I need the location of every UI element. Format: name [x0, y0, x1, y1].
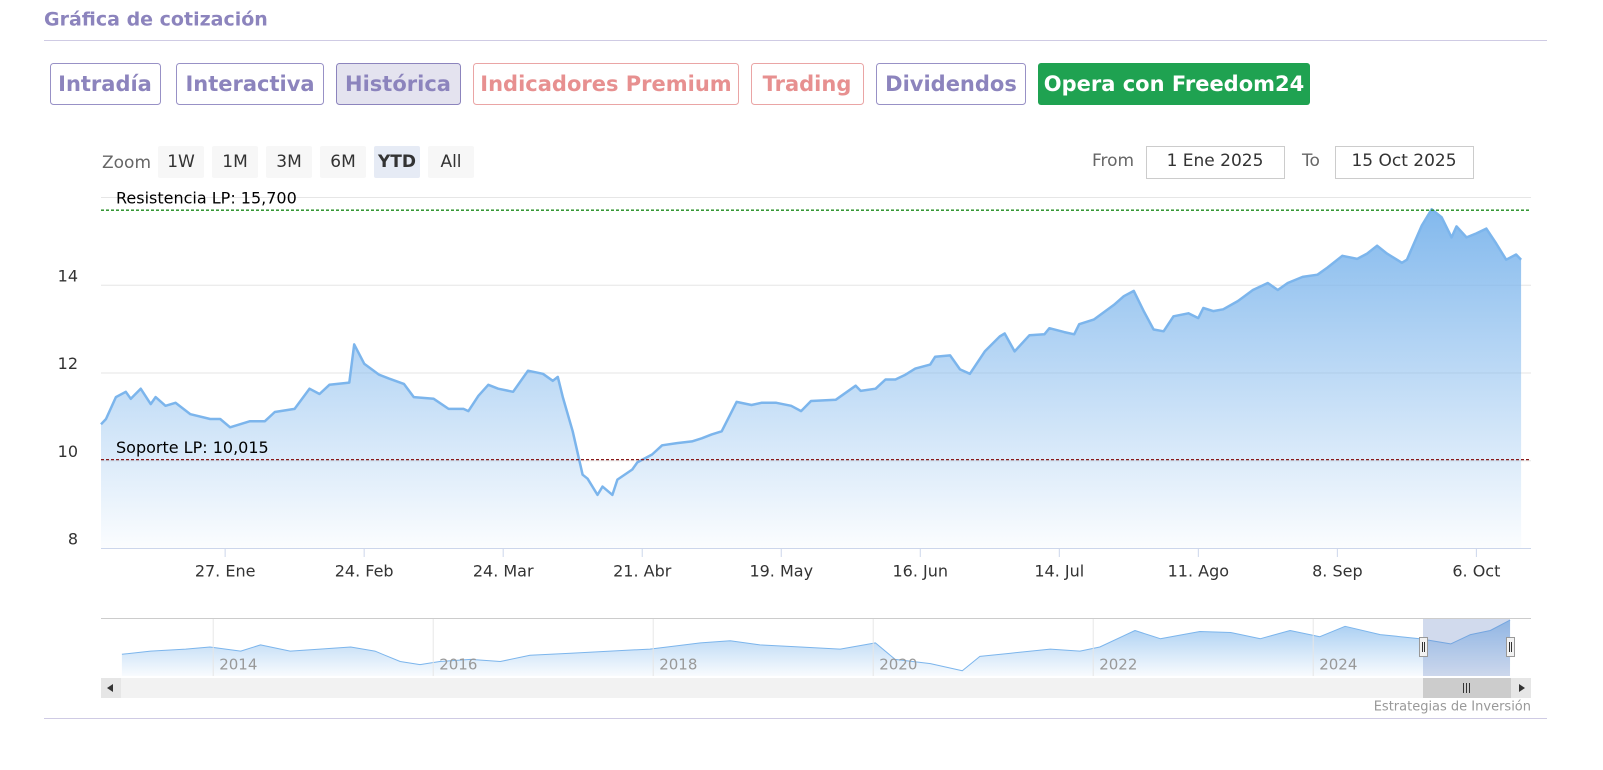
- cta-button[interactable]: [1038, 63, 1310, 105]
- x-tick-label: 21. Abr: [613, 562, 672, 581]
- page-title: Gráfica de cotización: [44, 9, 268, 31]
- navigator-handle[interactable]: [1419, 637, 1428, 657]
- plot-line-label: Soporte LP: 10,015: [116, 438, 269, 457]
- tab[interactable]: [176, 63, 324, 105]
- tabs: Intradía Interactiva Histórica Indicador…: [50, 63, 1310, 105]
- tab[interactable]: [473, 63, 739, 105]
- y-tick-label: 10: [58, 442, 78, 461]
- scrollbar-track[interactable]: [101, 678, 1531, 698]
- navigator-tick-label: 2016: [439, 656, 477, 674]
- zoom-button-label[interactable]: All: [440, 152, 461, 172]
- x-tick-label: 11. Ago: [1168, 562, 1229, 581]
- zoom-button[interactable]: [266, 146, 312, 178]
- navigator-tick-label: 2022: [1099, 656, 1137, 674]
- navigator-mask[interactable]: [1423, 618, 1510, 676]
- tab-label[interactable]: Interactiva: [185, 72, 314, 96]
- navigator-tick-label: 2020: [879, 656, 917, 674]
- arrow-left: [107, 684, 113, 692]
- navigator-tick-label: 2024: [1319, 656, 1357, 674]
- tab-label[interactable]: Indicadores Premium: [480, 72, 731, 96]
- zoom-button-label[interactable]: 6M: [330, 152, 355, 172]
- zoom-button-label[interactable]: 1M: [222, 152, 247, 172]
- y-tick-label: 12: [58, 354, 78, 373]
- range-selector: Zoom From 1 Ene 2025 To 15 Oct 2025 1W 1M…: [102, 146, 1474, 179]
- y-tick-label: 8: [68, 530, 78, 549]
- zoom-button[interactable]: [158, 146, 204, 178]
- x-tick-label: 14. Jul: [1034, 562, 1084, 581]
- navigator-handle[interactable]: [1506, 637, 1515, 657]
- tab[interactable]: [876, 63, 1026, 105]
- thumb-grip: [1463, 683, 1470, 693]
- to-value[interactable]: 15 Oct 2025: [1351, 151, 1456, 171]
- to-label: To: [1301, 151, 1320, 171]
- x-tick-label: 6. Oct: [1452, 562, 1500, 581]
- y-tick-label: 14: [58, 266, 78, 285]
- from-value[interactable]: 1 Ene 2025: [1167, 151, 1264, 171]
- tab-label[interactable]: Dividendos: [885, 72, 1017, 96]
- tab[interactable]: [751, 63, 864, 105]
- price-line: [100, 208, 1523, 497]
- to-input[interactable]: [1335, 146, 1474, 179]
- x-tick-label: 16. Jun: [893, 562, 949, 581]
- zoom-button[interactable]: [374, 146, 420, 178]
- plot-line-label: Resistencia LP: 15,700: [116, 189, 297, 208]
- x-tick-label: 8. Sep: [1312, 562, 1363, 581]
- zoom-button[interactable]: [320, 146, 366, 178]
- price-line: [121, 619, 1511, 672]
- plot: 8 10 12 14 27. Ene 24. Feb 24. Mar 21. Abr 19. M…: [58, 189, 1531, 581]
- from-input[interactable]: [1146, 146, 1285, 179]
- zoom-button-label[interactable]: YTD: [377, 152, 416, 172]
- tab-label[interactable]: Histórica: [345, 72, 451, 96]
- navigator: 2014 2016 2018 2020 2022 2024: [101, 618, 1531, 676]
- cta-label[interactable]: Opera con Freedom24: [1044, 72, 1305, 96]
- navigator-tick-label: 2014: [219, 656, 257, 674]
- x-tick-label: 27. Ene: [195, 562, 256, 581]
- tab-active[interactable]: [336, 63, 461, 105]
- credit: Estrategias de Inversión: [1374, 700, 1531, 715]
- zoom-button-label[interactable]: 3M: [276, 152, 301, 172]
- zoom-button[interactable]: [428, 146, 474, 178]
- zoom-label: Zoom: [102, 153, 151, 173]
- area-fill: [101, 209, 1522, 549]
- tab[interactable]: [50, 63, 161, 105]
- zoom-button-label[interactable]: 1W: [167, 152, 195, 172]
- x-tick-label: 24. Mar: [473, 562, 534, 581]
- x-tick-label: 24. Feb: [335, 562, 394, 581]
- navigator-controls: [101, 618, 1531, 698]
- tab-label[interactable]: Intradía: [58, 72, 152, 96]
- from-label: From: [1092, 151, 1134, 171]
- x-tick-label: 19. May: [749, 562, 813, 581]
- zoom-button[interactable]: [212, 146, 258, 178]
- arrow-right: [1519, 684, 1525, 692]
- navigator-tick-label: 2018: [659, 656, 697, 674]
- tab-label[interactable]: Trading: [763, 72, 852, 96]
